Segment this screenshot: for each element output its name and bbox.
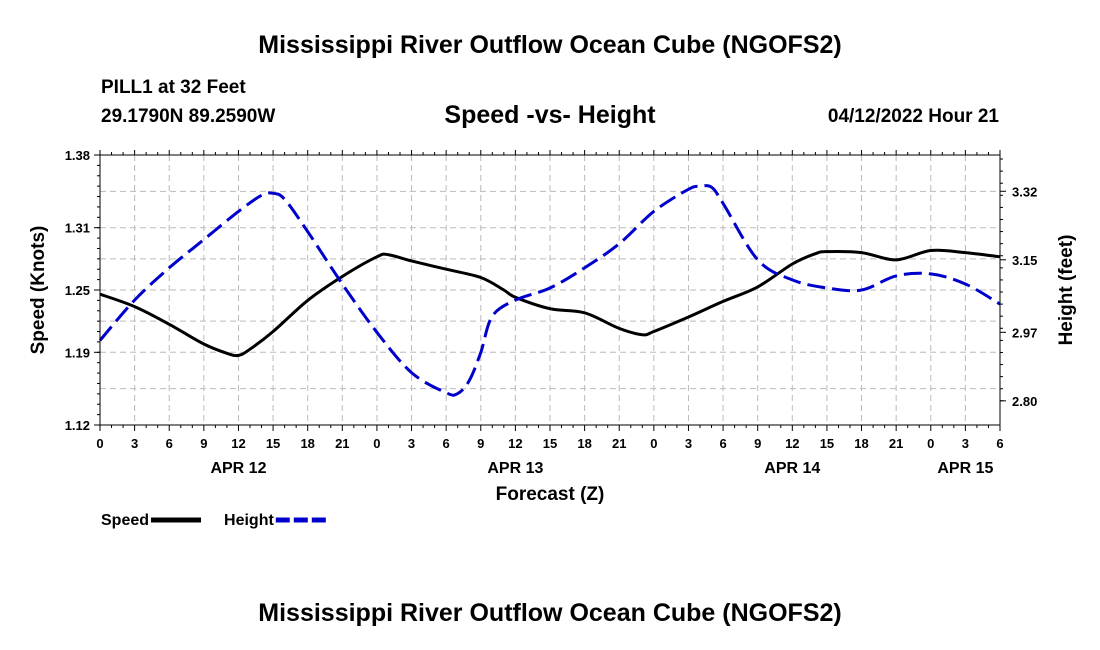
x-tick-label: 9 (754, 436, 761, 451)
x-tick-label: 0 (96, 436, 103, 451)
x-tick-label: 0 (373, 436, 380, 451)
x-tick-label: 18 (577, 436, 591, 451)
date-label: APR 15 (937, 460, 993, 477)
y-tick-label: 1.25 (65, 283, 90, 298)
y2-tick-label: 3.32 (1012, 184, 1037, 199)
x-tick-label: 21 (889, 436, 903, 451)
x-tick-label: 6 (719, 436, 726, 451)
station-name: PILL1 at 32 Feet (101, 77, 246, 98)
y-axis-title: Speed (Knots) (28, 226, 49, 355)
x-tick-label: 3 (685, 436, 692, 451)
x-tick-label: 6 (443, 436, 450, 451)
station-coordinates: 29.1790N 89.2590W (101, 106, 276, 127)
top-title: Mississippi River Outflow Ocean Cube (NG… (258, 31, 842, 59)
y-tick-label: 1.12 (65, 418, 90, 433)
x-tick-label: 15 (543, 436, 557, 451)
x-tick-label: 18 (300, 436, 314, 451)
x-tick-label: 12 (508, 436, 522, 451)
x-tick-label: 6 (166, 436, 173, 451)
x-tick-label: 9 (200, 436, 207, 451)
x-tick-label: 15 (266, 436, 280, 451)
x-tick-label: 0 (650, 436, 657, 451)
axis-ticks: 0 3 6 9 12 15 18 21 0 3 6 9 12 15 18 21 0 3 6 9 12 15 18 21 0 3 6A… (65, 148, 1038, 477)
legend-label-speed: Speed (101, 512, 149, 529)
x-tick-label: 21 (335, 436, 349, 451)
x-tick-label: 6 (996, 436, 1003, 451)
legend: Speed Height (101, 512, 326, 529)
date-label: APR 12 (210, 460, 266, 477)
bottom-title: Mississippi River Outflow Ocean Cube (NG… (258, 599, 842, 627)
y-tick-label: 1.19 (65, 345, 90, 360)
y2-tick-label: 2.80 (1012, 394, 1037, 409)
x-tick-label: 9 (477, 436, 484, 451)
x-axis-title: Forecast (Z) (496, 484, 605, 505)
x-tick-label: 3 (408, 436, 415, 451)
forecast-date: 04/12/2022 Hour 21 (827, 106, 999, 127)
x-tick-label: 3 (131, 436, 138, 451)
x-tick-label: 12 (785, 436, 799, 451)
chart-title: Speed -vs- Height (444, 101, 656, 129)
legend-label-height: Height (224, 512, 274, 529)
y2-tick-label: 3.15 (1012, 253, 1037, 268)
x-tick-label: 0 (927, 436, 934, 451)
y-tick-label: 1.38 (65, 148, 90, 163)
speed-series-line (99, 248, 1001, 358)
x-tick-label: 3 (962, 436, 969, 451)
x-tick-label: 21 (612, 436, 626, 451)
x-tick-label: 12 (231, 436, 245, 451)
date-label: APR 14 (764, 460, 820, 477)
y2-axis-title: Height (feet) (1056, 235, 1077, 346)
y-tick-label: 1.31 (65, 221, 90, 236)
date-label: APR 13 (487, 460, 543, 477)
x-tick-label: 18 (854, 436, 868, 451)
height-series-line (98, 184, 1001, 397)
series-lines (98, 184, 1001, 397)
x-tick-label: 15 (820, 436, 834, 451)
y2-tick-label: 2.97 (1012, 325, 1037, 340)
